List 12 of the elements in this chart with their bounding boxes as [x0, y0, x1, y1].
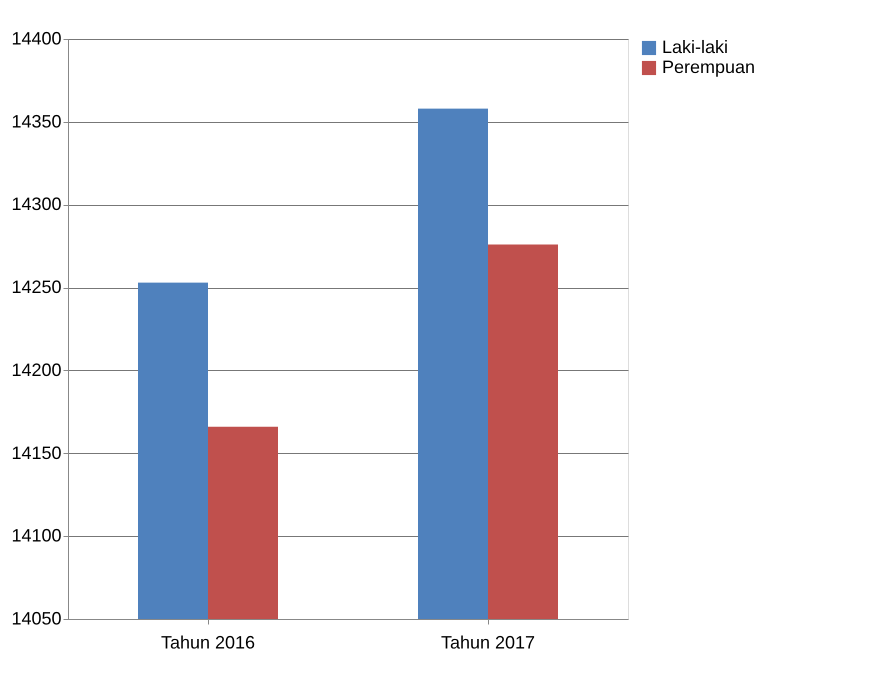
y-tick-label: 14100	[11, 526, 62, 546]
y-tick-label: 14250	[11, 277, 62, 298]
y-tick-label: 14350	[11, 111, 62, 132]
x-tick-label: Tahun 2017	[440, 632, 536, 652]
legend-label: Laki-laki	[662, 37, 728, 57]
x-tick-label: Tahun 2016	[160, 632, 256, 652]
y-tick-label: 14400	[11, 28, 62, 48]
y-tick-label: 14200	[11, 360, 62, 380]
y-tick-label: 14050	[11, 608, 62, 628]
legend-label: Perempuan	[662, 57, 756, 77]
y-tick-label: 14150	[11, 442, 62, 463]
y-tick-label: 14300	[11, 194, 62, 214]
